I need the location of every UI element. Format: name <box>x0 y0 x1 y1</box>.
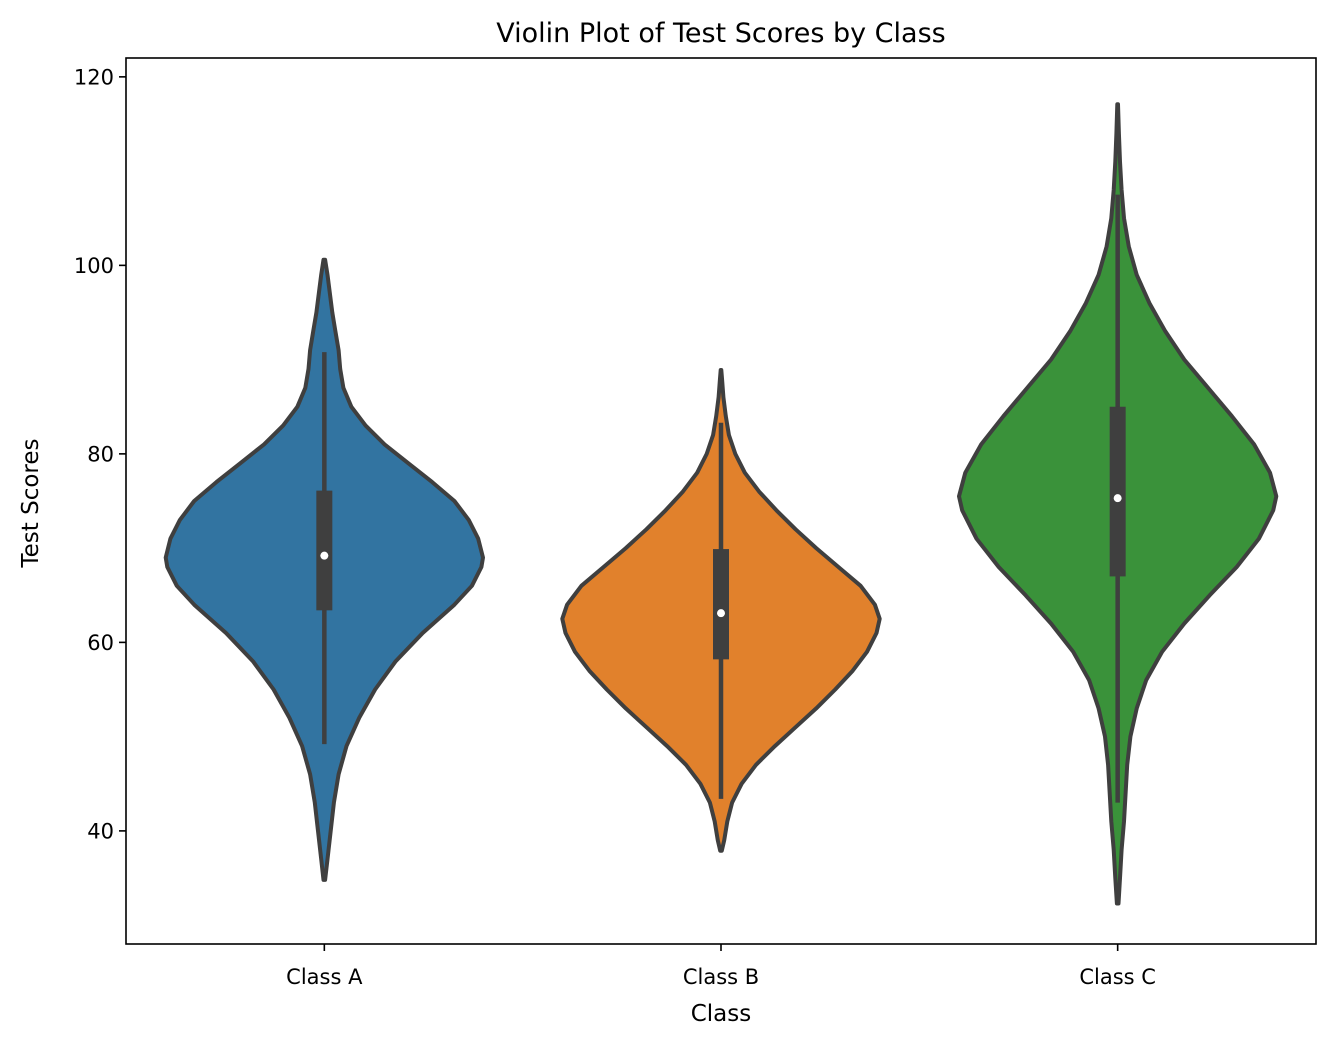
violin-class-c <box>957 102 1279 906</box>
y-tick-label: 40 <box>87 819 114 843</box>
x-tick-label: Class B <box>683 965 759 989</box>
violin-median-dot <box>717 609 725 618</box>
violin-median-dot <box>320 551 329 560</box>
violin-iqr-box <box>1109 406 1126 577</box>
violin-class-b <box>560 368 882 853</box>
violins-layer <box>163 102 1279 906</box>
y-tick-label: 120 <box>74 65 114 89</box>
y-tick-label: 80 <box>87 442 114 466</box>
y-tick-label: 100 <box>74 254 114 278</box>
violin-iqr-box <box>316 490 333 611</box>
x-axis-label: Class <box>691 1001 752 1027</box>
violin-class-a <box>163 257 485 882</box>
x-tick-label: Class C <box>1079 965 1156 989</box>
y-axis: 40 60 80 100 120 <box>74 65 126 843</box>
y-axis-label: Test Scores <box>18 438 44 568</box>
violin-median-dot <box>1113 494 1122 503</box>
violin-iqr-box <box>713 549 729 660</box>
x-tick-label: Class A <box>286 965 363 989</box>
chart-title: Violin Plot of Test Scores by Class <box>496 18 945 49</box>
x-axis: Class A Class B Class C <box>286 944 1156 989</box>
y-tick-label: 60 <box>87 631 114 655</box>
